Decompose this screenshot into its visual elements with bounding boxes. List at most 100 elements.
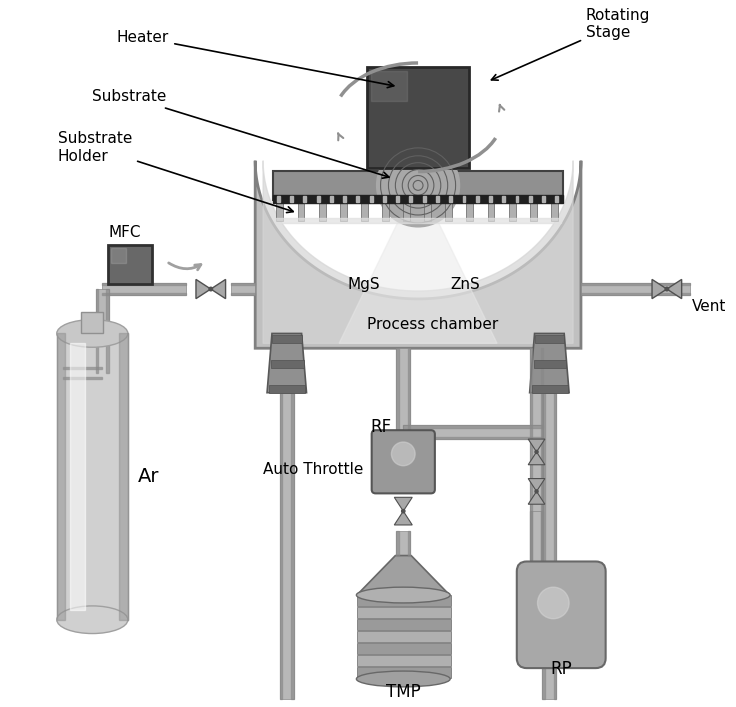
Text: Rotating
Stage: Rotating Stage <box>492 8 651 80</box>
Polygon shape <box>267 334 306 392</box>
Bar <box>408 349 410 481</box>
Polygon shape <box>263 160 573 344</box>
Bar <box>290 197 293 202</box>
Bar <box>357 631 450 642</box>
Bar <box>277 197 280 202</box>
Bar <box>487 203 495 221</box>
Polygon shape <box>528 439 545 452</box>
Bar <box>357 619 450 630</box>
Text: ZnS: ZnS <box>450 277 481 292</box>
Bar <box>509 203 515 221</box>
Text: Auto Throttle: Auto Throttle <box>263 462 364 477</box>
Bar <box>541 349 543 561</box>
Bar <box>528 197 531 202</box>
Ellipse shape <box>57 606 128 633</box>
Bar <box>541 511 543 576</box>
Bar <box>534 360 567 368</box>
Bar <box>581 283 690 285</box>
Polygon shape <box>357 556 450 595</box>
Bar <box>57 334 128 620</box>
Bar <box>63 366 102 369</box>
Bar <box>462 197 465 202</box>
Bar <box>449 197 452 202</box>
Text: Heater: Heater <box>117 30 394 88</box>
Bar <box>382 203 389 221</box>
Text: Vent: Vent <box>692 299 726 314</box>
Bar <box>70 344 85 610</box>
Bar <box>271 360 304 368</box>
Bar <box>111 247 127 264</box>
Circle shape <box>392 442 415 466</box>
Bar <box>515 197 518 202</box>
Bar <box>357 643 450 654</box>
Text: TMP: TMP <box>386 683 421 701</box>
Bar <box>361 203 368 221</box>
Text: MgS: MgS <box>347 277 380 292</box>
Bar <box>371 71 406 101</box>
Bar <box>273 170 563 200</box>
Bar <box>403 203 410 221</box>
Bar <box>230 283 255 296</box>
Bar <box>277 203 283 221</box>
Bar <box>291 392 294 699</box>
Bar <box>96 289 98 373</box>
Bar <box>555 197 559 202</box>
Bar <box>445 203 452 221</box>
Bar <box>102 283 186 285</box>
Ellipse shape <box>57 320 128 347</box>
Bar <box>542 197 545 202</box>
Bar <box>316 197 319 202</box>
Text: RF: RF <box>370 418 392 436</box>
Circle shape <box>377 144 459 227</box>
FancyBboxPatch shape <box>517 561 606 668</box>
Bar <box>530 349 543 561</box>
Polygon shape <box>394 511 412 525</box>
Bar <box>397 531 410 556</box>
Polygon shape <box>196 279 210 298</box>
Bar <box>102 293 186 296</box>
Polygon shape <box>528 479 545 491</box>
Bar <box>424 203 431 221</box>
Bar <box>397 349 410 481</box>
Circle shape <box>535 490 538 493</box>
Bar <box>269 385 305 392</box>
Bar <box>63 366 102 380</box>
Bar <box>530 511 543 576</box>
Bar <box>96 289 109 373</box>
Bar <box>357 667 450 678</box>
Bar <box>530 203 537 221</box>
Bar <box>343 197 346 202</box>
Circle shape <box>535 450 538 453</box>
Bar <box>542 392 556 699</box>
Bar <box>303 197 306 202</box>
Bar <box>319 203 325 221</box>
Bar <box>273 195 563 203</box>
Bar <box>357 607 450 618</box>
Ellipse shape <box>356 671 450 687</box>
Bar <box>530 349 532 561</box>
Bar <box>403 425 543 439</box>
Circle shape <box>665 287 668 291</box>
Bar <box>357 595 450 606</box>
Polygon shape <box>528 491 545 504</box>
Bar <box>581 293 690 296</box>
Bar <box>551 203 558 221</box>
Bar <box>63 377 102 380</box>
Text: Ar: Ar <box>138 467 159 486</box>
Bar <box>280 392 283 699</box>
Text: MFC: MFC <box>108 225 141 240</box>
Polygon shape <box>528 452 545 464</box>
Bar <box>502 197 505 202</box>
Bar <box>356 197 359 202</box>
Text: Substrate: Substrate <box>92 90 389 178</box>
Bar <box>408 531 410 556</box>
Bar <box>275 218 562 223</box>
Bar <box>467 203 473 221</box>
Bar <box>280 392 294 699</box>
Bar <box>383 197 386 202</box>
Polygon shape <box>210 279 225 298</box>
Bar <box>330 197 333 202</box>
Polygon shape <box>255 160 581 349</box>
Circle shape <box>537 587 569 619</box>
Bar <box>581 283 690 296</box>
